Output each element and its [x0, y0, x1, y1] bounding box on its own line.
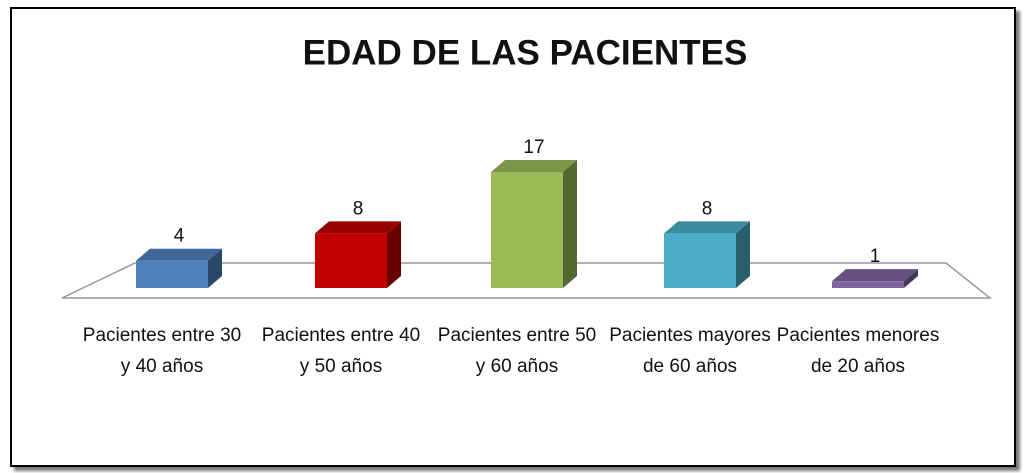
x-tick-label: Pacientes entre 30 y 40 años [82, 325, 242, 377]
chart-title: EDAD DE LAS PACIENTES [303, 33, 748, 72]
bar [664, 233, 736, 288]
bar [315, 233, 387, 288]
bar-side [387, 221, 401, 288]
bar-side [563, 160, 577, 288]
value-label: 17 [523, 137, 544, 158]
bar-top [491, 160, 577, 172]
bar [136, 260, 208, 288]
x-tick-label: Pacientes mayores de 60 años [609, 325, 771, 377]
bar-side [208, 248, 222, 288]
value-label: 8 [702, 198, 713, 219]
bar [491, 172, 563, 288]
x-tick-label: Pacientes entre 50 y 60 años [437, 325, 597, 377]
bar [832, 281, 904, 288]
x-tick-label: Pacientes entre 40 y 50 años [261, 325, 421, 377]
bar-top [136, 248, 222, 261]
bar-side [736, 221, 750, 288]
x-tick-label: Pacientes menores de 20 años [776, 325, 940, 377]
bar-top [664, 221, 750, 234]
value-label: 1 [870, 246, 881, 267]
bar-top [315, 221, 401, 234]
bar-side [904, 269, 918, 288]
bar-top [832, 269, 918, 282]
value-label: 4 [174, 226, 185, 247]
value-label: 8 [353, 198, 364, 219]
